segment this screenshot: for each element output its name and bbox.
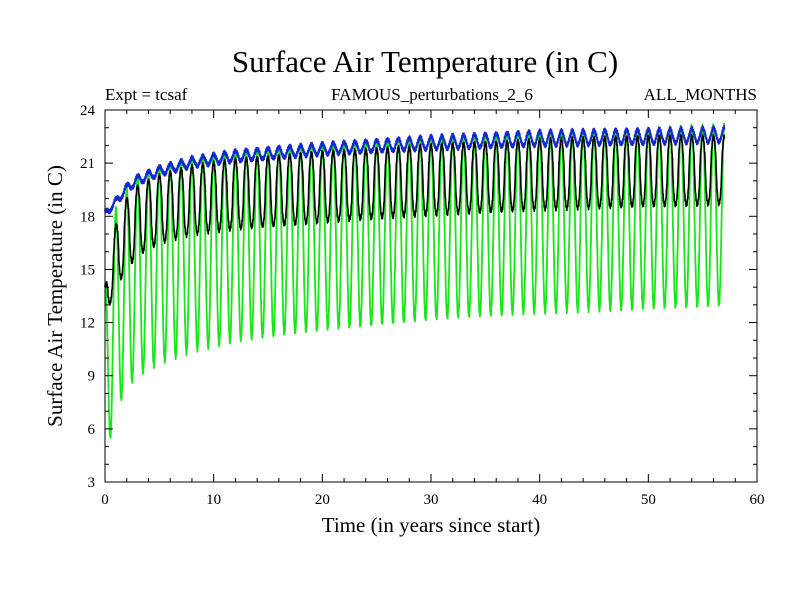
- plot-frame: [104, 109, 758, 483]
- subtitle-center: FAMOUS_perturbations_2_6: [331, 85, 533, 104]
- chart-title: Surface Air Temperature (in C): [232, 44, 618, 79]
- y-tick-label: 18: [80, 209, 95, 225]
- y-tick-label: 9: [88, 369, 96, 385]
- y-tick-label: 15: [80, 262, 95, 278]
- y-tick-label: 24: [80, 103, 96, 119]
- y-tick-label: 6: [88, 422, 96, 438]
- series-line-min: [104, 122, 726, 439]
- x-tick-label: 50: [641, 492, 656, 508]
- x-axis-label: Time (in years since start): [322, 513, 541, 537]
- series-line-max: [104, 125, 726, 215]
- x-tick-label: 20: [315, 492, 330, 508]
- x-tick-label: 60: [750, 492, 765, 508]
- x-tick-label: 10: [206, 492, 221, 508]
- y-axis-label: Surface Air Temperature (in C): [43, 165, 67, 427]
- series-line-mean: [104, 134, 726, 306]
- subtitle-right: ALL_MONTHS: [644, 85, 757, 104]
- subtitle-left: Expt = tcsaf: [105, 85, 188, 104]
- y-tick-label: 12: [80, 316, 95, 332]
- y-tick-label: 3: [88, 475, 96, 491]
- y-tick-label: 21: [80, 156, 95, 172]
- x-tick-label: 0: [101, 492, 109, 508]
- x-tick-label: 40: [532, 492, 547, 508]
- x-tick-label: 30: [424, 492, 439, 508]
- series-layer: [104, 122, 726, 439]
